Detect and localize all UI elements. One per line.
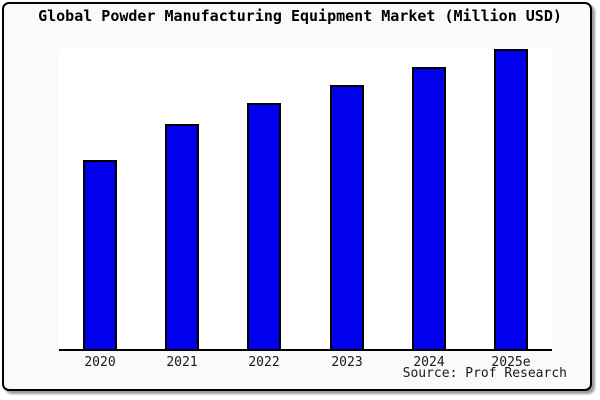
x-tick-label-2024: 2024 bbox=[413, 355, 445, 370]
plot-area bbox=[59, 49, 552, 351]
x-tick-label-2020: 2020 bbox=[84, 355, 116, 370]
x-tick-label-2022: 2022 bbox=[248, 355, 280, 370]
bar-2020 bbox=[83, 160, 117, 349]
bar-2023 bbox=[330, 85, 364, 349]
source-attribution: Source: Prof Research bbox=[402, 366, 567, 381]
x-tick-label-2025e: 2025e bbox=[491, 355, 531, 370]
x-tick-label-2021: 2021 bbox=[166, 355, 198, 370]
bar-2025e bbox=[494, 49, 528, 349]
bar-2024 bbox=[412, 67, 446, 349]
x-tick-label-2023: 2023 bbox=[331, 355, 363, 370]
bar-2022 bbox=[247, 103, 281, 349]
chart-title: Global Powder Manufacturing Equipment Ma… bbox=[38, 7, 562, 25]
bar-2021 bbox=[165, 124, 199, 349]
